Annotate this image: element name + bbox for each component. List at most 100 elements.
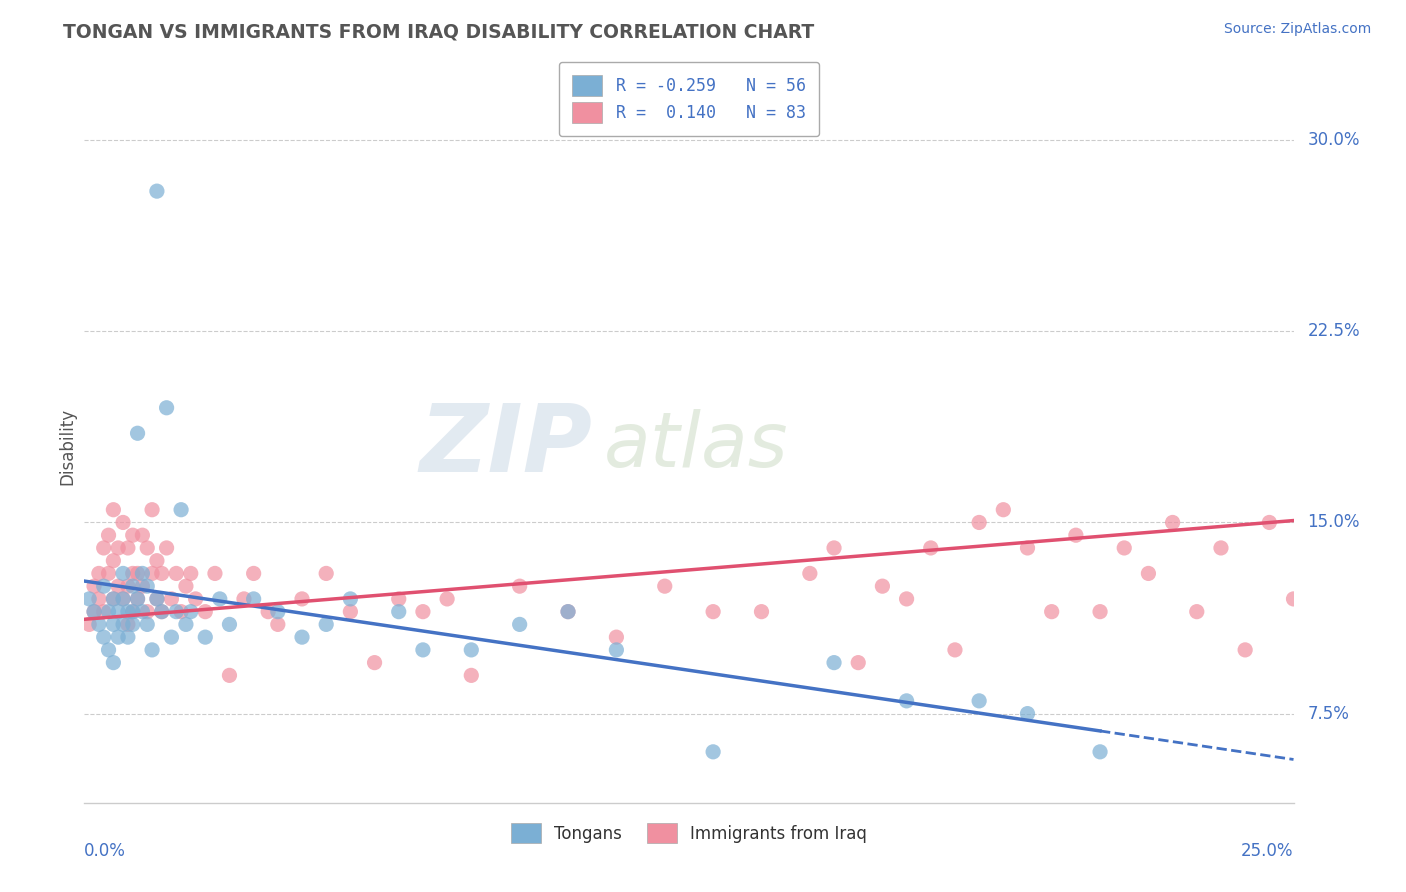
Point (412, 643, 434, 657)
Point (233, 591, 256, 606)
Point (117, 579, 139, 593)
Point (150, 566, 173, 581)
Point (846, 656, 869, 670)
Point (103, 502, 125, 516)
Text: 30.0%: 30.0% (1308, 131, 1360, 149)
Point (136, 605, 159, 619)
Point (117, 541, 139, 555)
Point (117, 617, 139, 632)
Point (388, 605, 411, 619)
Point (509, 579, 531, 593)
Text: 0.0%: 0.0% (84, 842, 127, 860)
Legend: Tongans, Immigrants from Iraq: Tongans, Immigrants from Iraq (502, 814, 876, 852)
Text: 15.0%: 15.0% (1308, 514, 1360, 532)
Point (823, 541, 845, 555)
Point (557, 605, 579, 619)
Point (146, 554, 169, 568)
Point (267, 617, 290, 632)
Point (751, 605, 773, 619)
Point (112, 591, 135, 606)
Point (339, 605, 361, 619)
Point (896, 591, 918, 606)
Point (103, 656, 125, 670)
Point (1258, 516, 1281, 530)
Point (315, 617, 337, 632)
Point (93, 630, 115, 644)
Point (257, 605, 280, 619)
Text: 25.0%: 25.0% (1241, 842, 1294, 860)
Point (136, 617, 159, 632)
Point (605, 643, 627, 657)
Point (1185, 605, 1208, 619)
Point (194, 605, 217, 619)
Point (267, 605, 290, 619)
Point (823, 656, 845, 670)
Point (1017, 706, 1039, 721)
Point (83, 579, 105, 593)
Point (141, 566, 163, 581)
Point (97, 643, 120, 657)
Text: TONGAN VS IMMIGRANTS FROM IRAQ DISABILITY CORRELATION CHART: TONGAN VS IMMIGRANTS FROM IRAQ DISABILIT… (63, 22, 814, 41)
Point (170, 502, 193, 516)
Point (103, 617, 125, 632)
Point (93, 579, 115, 593)
Point (107, 541, 129, 555)
Point (107, 630, 129, 644)
Point (127, 591, 149, 606)
Point (77, 617, 100, 632)
Point (117, 605, 139, 619)
Point (155, 401, 177, 415)
Point (165, 566, 187, 581)
Point (363, 656, 385, 670)
Point (1040, 605, 1063, 619)
Point (993, 502, 1015, 516)
Point (93, 541, 115, 555)
Text: 22.5%: 22.5% (1308, 322, 1360, 341)
Text: 7.5%: 7.5% (1308, 705, 1350, 723)
Point (605, 630, 627, 644)
Point (87, 591, 110, 606)
Point (218, 617, 240, 632)
Point (103, 591, 125, 606)
Point (920, 541, 942, 555)
Point (83, 605, 105, 619)
Point (131, 579, 153, 593)
Point (180, 605, 202, 619)
Point (242, 566, 264, 581)
Point (1282, 591, 1305, 606)
Point (174, 579, 197, 593)
Point (121, 528, 143, 542)
Point (107, 605, 129, 619)
Point (160, 591, 183, 606)
Point (165, 605, 187, 619)
Point (291, 591, 314, 606)
Point (460, 643, 482, 657)
Point (117, 630, 139, 644)
Point (112, 516, 135, 530)
Point (112, 566, 135, 581)
Point (87, 617, 110, 632)
Point (218, 668, 240, 682)
Point (131, 605, 153, 619)
Point (146, 591, 169, 606)
Point (1114, 541, 1136, 555)
Point (339, 591, 361, 606)
Point (112, 591, 135, 606)
Y-axis label: Disability: Disability (58, 408, 76, 484)
Point (896, 694, 918, 708)
Text: Source: ZipAtlas.com: Source: ZipAtlas.com (1223, 22, 1371, 37)
Point (150, 605, 173, 619)
Point (87, 566, 110, 581)
Point (1088, 745, 1111, 759)
Text: atlas: atlas (605, 409, 789, 483)
Point (208, 591, 231, 606)
Point (967, 516, 990, 530)
Point (146, 591, 169, 606)
Point (127, 426, 149, 441)
Point (97, 566, 120, 581)
Point (121, 605, 143, 619)
Point (412, 605, 434, 619)
Point (702, 605, 724, 619)
Point (184, 591, 207, 606)
Point (388, 591, 411, 606)
